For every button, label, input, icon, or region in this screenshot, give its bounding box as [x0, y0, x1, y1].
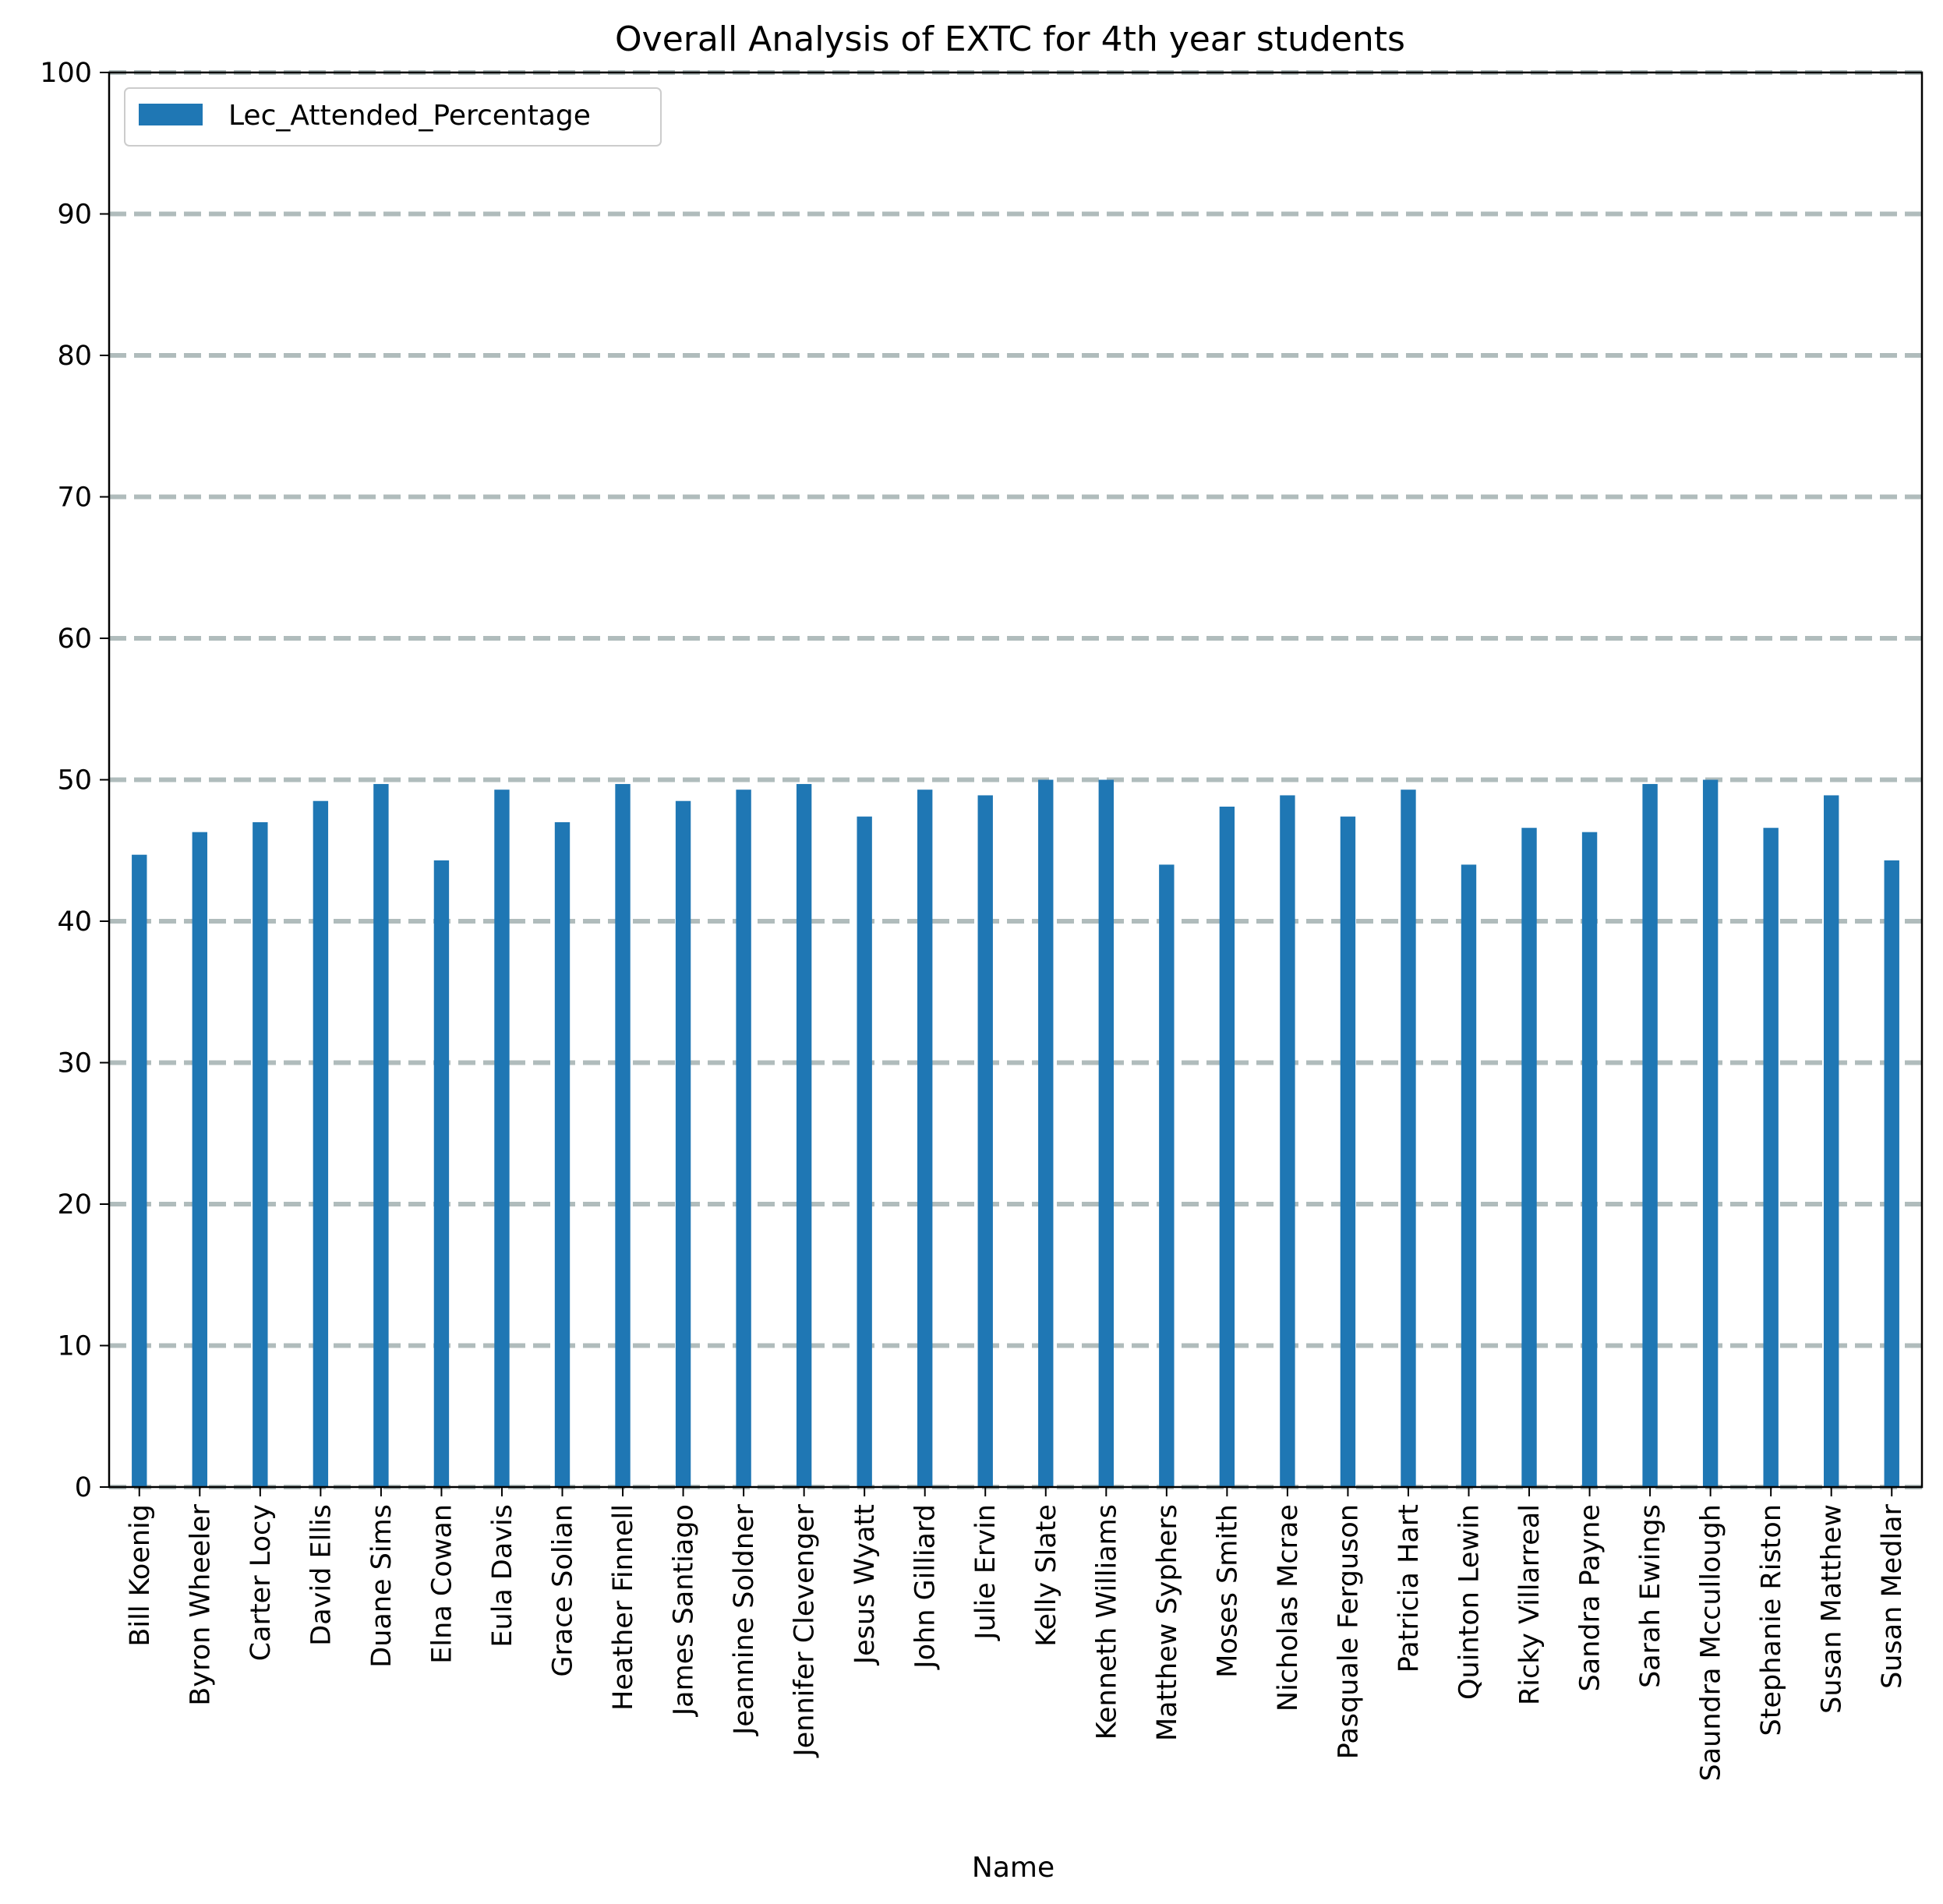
plot-frame	[108, 71, 1924, 1489]
chart-title: Overall Analysis of EXTC for 4th year st…	[615, 19, 1405, 59]
bar	[1159, 864, 1175, 1487]
x-tick-label: Sandra Payne	[1575, 1504, 1606, 1691]
bar	[1581, 832, 1598, 1487]
x-tick-label: James Santiago	[669, 1504, 700, 1717]
bar	[1521, 828, 1537, 1487]
y-tick-label: 0	[75, 1472, 92, 1503]
legend: Lec_Attended_Percentage	[124, 87, 662, 147]
x-tick-label: Susan Matthew	[1817, 1504, 1848, 1714]
x-tick-label: Quinton Lewin	[1454, 1504, 1486, 1700]
x-tick-label: Kelly Slate	[1031, 1504, 1062, 1647]
y-tick-label: 70	[57, 482, 92, 514]
x-tick-label: Elna Cowan	[426, 1504, 457, 1664]
x-tick-label: Matthew Syphers	[1152, 1504, 1183, 1741]
bar	[433, 860, 450, 1487]
bars	[132, 779, 1899, 1487]
x-tick-label: Duane Sims	[366, 1504, 397, 1668]
bar	[132, 854, 147, 1487]
x-tick-label: Heather Finnell	[608, 1504, 639, 1711]
bar	[1763, 828, 1779, 1487]
bar	[615, 783, 631, 1487]
y-tick-label: 20	[57, 1189, 92, 1220]
x-tick-label: Byron Wheeler	[185, 1503, 216, 1705]
bar	[1702, 779, 1719, 1487]
bar	[554, 821, 571, 1487]
bar	[1401, 790, 1416, 1487]
x-tick-label: Julie Ervin	[970, 1504, 1002, 1641]
x-tick-label: David Ellis	[306, 1504, 337, 1646]
y-tick-label: 40	[57, 906, 92, 938]
x-tick-label: Pasquale Ferguson	[1333, 1504, 1364, 1759]
bar	[1280, 795, 1295, 1487]
bar	[494, 790, 510, 1487]
x-tick-labels: Bill Koenig Byron Wheeler Carter Locy David…	[125, 1503, 1908, 1781]
x-tick-label: Nicholas Mcrae	[1273, 1504, 1304, 1711]
x-axis-label: Name	[972, 1852, 1055, 1884]
bar	[977, 795, 993, 1487]
y-tick-labels: 0 10 20 30 40 50 60 70 80 90 100	[40, 58, 92, 1503]
x-tick-label: Susan Medlar	[1877, 1503, 1908, 1689]
x-tick-label: Sarah Ewings	[1635, 1504, 1666, 1688]
y-tick-label: 80	[57, 341, 92, 372]
y-tick-label: 10	[57, 1331, 92, 1362]
bar	[1642, 783, 1658, 1487]
x-tick-label: Saundra Mccullough	[1696, 1504, 1727, 1782]
bar	[1098, 779, 1114, 1487]
x-tick-label: Jesus Wyatt	[850, 1504, 881, 1666]
bar	[796, 783, 812, 1487]
y-tick-label: 90	[57, 200, 92, 231]
x-tick-label: Bill Koenig	[125, 1504, 156, 1647]
x-tick-label: John Gilliard	[910, 1504, 941, 1670]
axes	[100, 71, 1924, 1496]
bar	[857, 816, 872, 1487]
x-tick-label: Jeannine Soldner	[729, 1503, 760, 1736]
x-tick-label: Carter Locy	[246, 1504, 277, 1661]
x-tick-label: Moses Smith	[1212, 1504, 1243, 1678]
bar	[1461, 864, 1477, 1487]
bar	[373, 783, 389, 1487]
y-tick-label: 100	[40, 58, 92, 89]
bar	[917, 790, 933, 1487]
bar	[1340, 816, 1356, 1487]
bar	[1219, 806, 1235, 1487]
x-tick-label: Grace Solian	[548, 1504, 579, 1677]
x-tick-label: Ricky Villarreal	[1514, 1504, 1546, 1705]
bar	[1824, 795, 1839, 1487]
y-tick-label: 50	[57, 765, 92, 797]
y-tick-label: 30	[57, 1048, 92, 1079]
bar	[253, 821, 268, 1487]
x-tick-label: Eula Davis	[487, 1504, 518, 1648]
legend-label: Lec_Attended_Percentage	[228, 100, 591, 132]
x-tick-label: Patricia Hart	[1394, 1504, 1425, 1673]
bar	[736, 790, 751, 1487]
y-tick-label: 60	[57, 623, 92, 655]
bar	[1038, 779, 1054, 1487]
legend-frame	[124, 87, 662, 147]
x-tick-label: Jennifer Clevenger	[790, 1503, 821, 1757]
bar	[313, 800, 329, 1487]
x-tick-label: Kenneth Williams	[1091, 1504, 1122, 1740]
bar	[675, 800, 691, 1487]
bar	[192, 832, 207, 1487]
x-tick-label: Stephanie Riston	[1756, 1504, 1787, 1736]
bar	[1884, 860, 1899, 1487]
legend-swatch	[139, 104, 203, 125]
